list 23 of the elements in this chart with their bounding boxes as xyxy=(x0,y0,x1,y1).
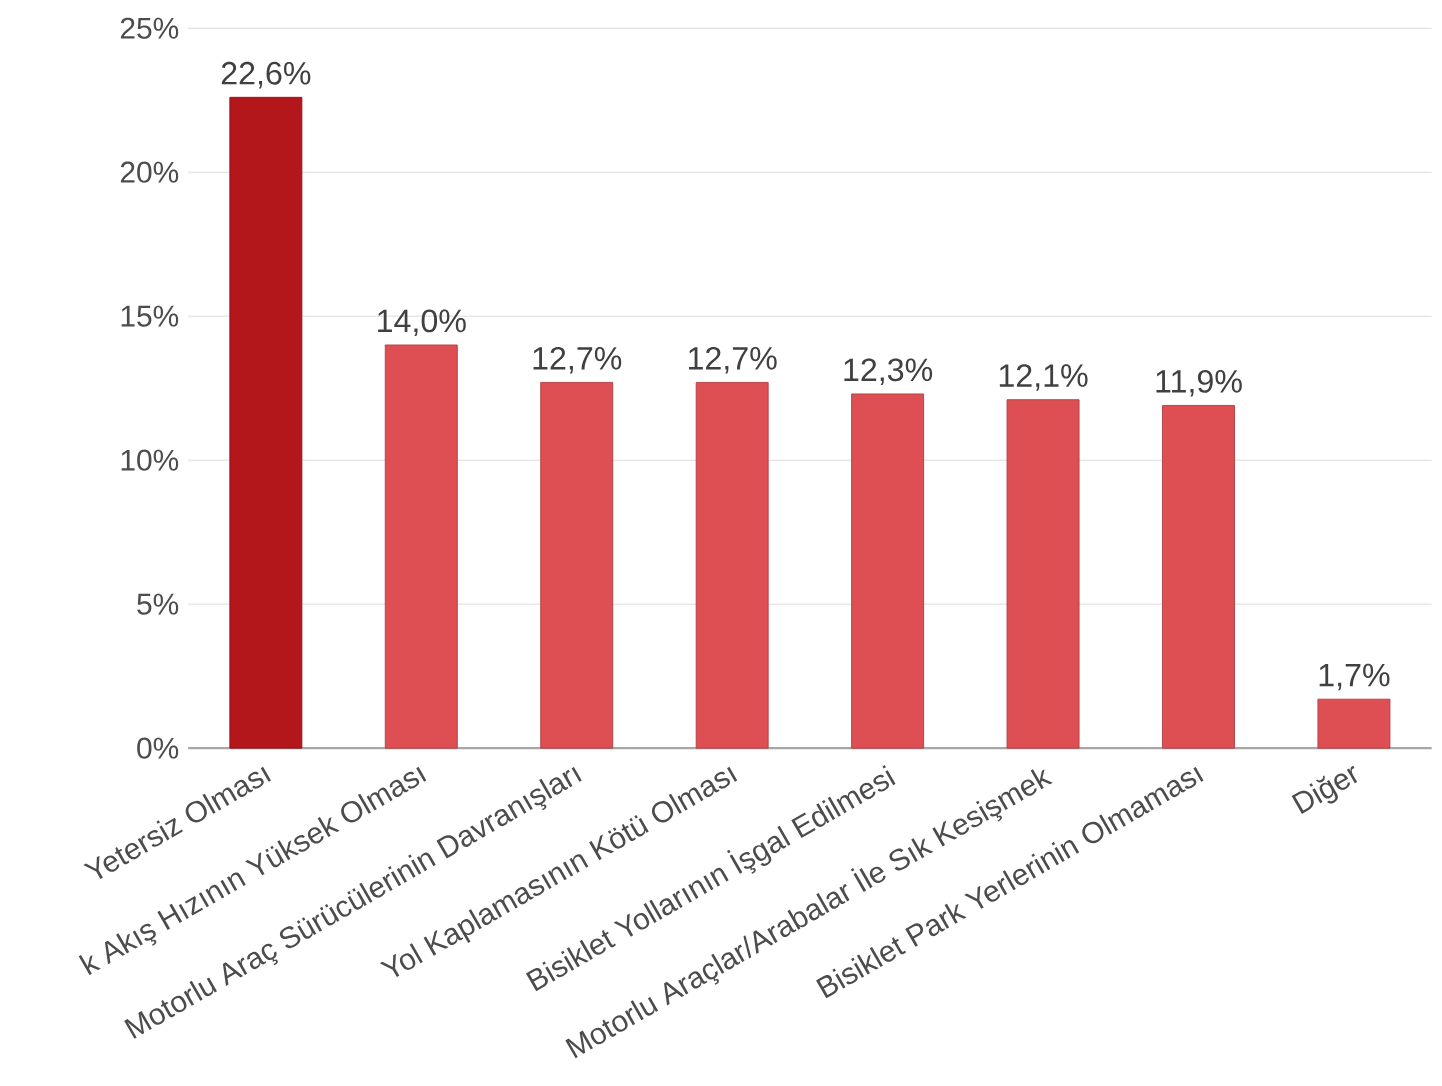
bar xyxy=(851,393,925,749)
bar xyxy=(1006,399,1080,749)
y-tick-label: 20% xyxy=(120,161,179,183)
data-label: 11,9% xyxy=(1156,370,1242,397)
data-label: 14,0% xyxy=(378,309,466,337)
y-tick-label: 10% xyxy=(121,449,179,471)
bar xyxy=(540,382,614,749)
bar xyxy=(1162,405,1235,749)
data-label: 12,7% xyxy=(688,347,777,374)
x-tick-label: Diğer xyxy=(1291,766,1358,815)
data-label: 12,1% xyxy=(999,364,1088,391)
bar xyxy=(384,344,458,749)
y-tick-label: 0% xyxy=(137,737,179,759)
data-label: 12,3% xyxy=(844,358,933,386)
y-tick-label: 5% xyxy=(137,593,179,615)
data-label: 12,7% xyxy=(533,347,622,374)
bar xyxy=(229,97,303,749)
data-label: 1,7% xyxy=(1319,663,1390,691)
bar xyxy=(695,382,769,749)
y-tick-label: 15% xyxy=(121,305,179,327)
y-tick-label: 25% xyxy=(120,17,179,39)
data-label: 22,6% xyxy=(221,61,311,89)
bar xyxy=(1317,698,1391,749)
